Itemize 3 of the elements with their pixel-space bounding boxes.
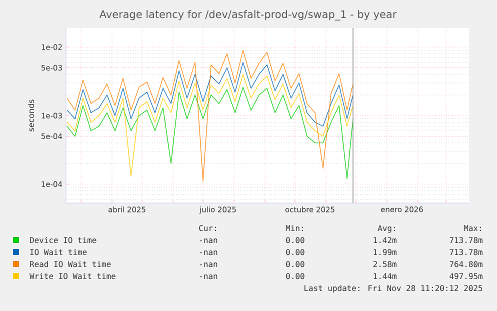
line-series [66,50,354,182]
line-series [66,62,354,127]
chart-title: Average latency for /dev/asfalt-prod-vg/swap_1 - by year [99,10,397,20]
